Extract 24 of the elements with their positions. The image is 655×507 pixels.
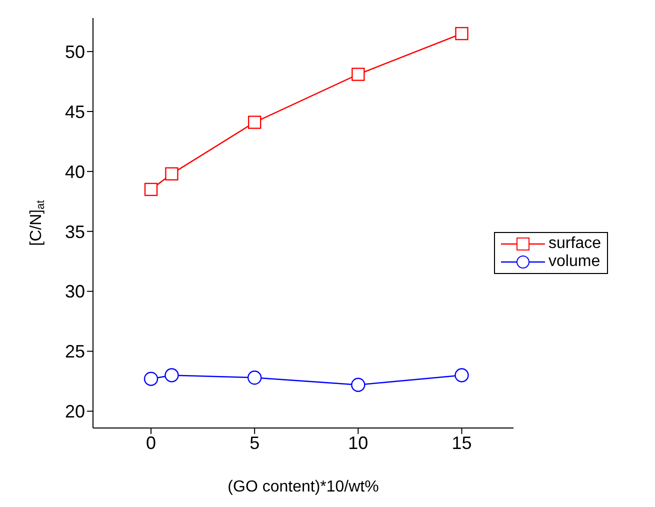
point — [144, 372, 158, 386]
point — [455, 26, 468, 40]
point — [351, 378, 366, 392]
x-tick-label: 10 — [348, 432, 368, 453]
x-tick-label: 15 — [452, 432, 472, 453]
point — [454, 368, 469, 382]
x-tick-label: 5 — [250, 432, 260, 453]
legend-label: volume — [548, 253, 600, 271]
point — [164, 368, 179, 382]
point — [248, 116, 262, 129]
point — [165, 167, 178, 180]
x-axis-title: (GO content)*10/wt% — [228, 478, 379, 496]
y-tick-label: 30 — [64, 282, 85, 302]
point — [247, 370, 262, 385]
y-tick-label: 25 — [64, 342, 85, 362]
y-tick-label: 40 — [64, 162, 85, 182]
point — [352, 68, 365, 81]
y-tick-label: 45 — [64, 102, 85, 122]
y-tick-label: 35 — [64, 222, 85, 242]
y-tick-label: 20 — [64, 402, 85, 422]
legend-label: surface — [548, 235, 601, 253]
x-tick-label: 0 — [146, 432, 156, 453]
point — [144, 182, 158, 196]
y-tick-label: 50 — [64, 42, 85, 62]
